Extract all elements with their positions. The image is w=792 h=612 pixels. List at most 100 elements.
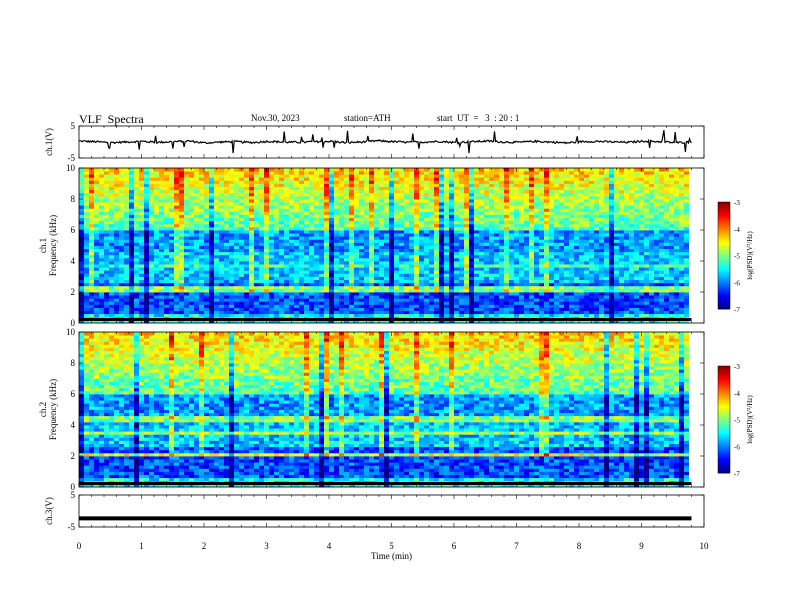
spectrogram-cell <box>249 199 254 203</box>
spectrogram-cell <box>284 205 289 209</box>
spectrogram-cell <box>189 180 194 184</box>
spectrogram-cell <box>539 195 544 200</box>
spectrogram-cell <box>574 248 579 253</box>
spectrogram-cell <box>99 270 104 274</box>
spectrogram-cell <box>79 282 84 287</box>
spectrogram-cell <box>254 214 259 218</box>
spectrogram-cell <box>129 236 134 240</box>
spectrogram-cell <box>234 183 239 187</box>
spectrogram-cell <box>334 313 339 318</box>
spectrogram-cell <box>534 248 539 253</box>
spectrogram-cell <box>554 205 559 209</box>
spectrogram-cell <box>404 183 409 187</box>
spectrogram-cell <box>489 180 494 184</box>
spectrogram-cell <box>369 319 374 324</box>
spectrogram-cell <box>364 267 369 271</box>
spectrogram-cell <box>259 251 264 256</box>
spectrogram-cell <box>474 319 479 324</box>
spectrogram-cell <box>494 168 499 172</box>
spectrogram-cell <box>364 276 369 280</box>
spectrogram-cell <box>119 205 124 209</box>
spectrogram-cell <box>199 279 204 284</box>
spectrogram-cell <box>174 270 179 274</box>
spectrogram-cell <box>84 261 89 265</box>
spectrogram-cell <box>539 279 544 284</box>
spectrogram-cell <box>214 261 219 265</box>
spectrogram-cell <box>104 276 109 280</box>
spectrogram-cell <box>484 220 489 225</box>
spectrogram-cell <box>574 273 579 277</box>
spectrogram-cell <box>184 233 189 237</box>
spectrogram-cell <box>459 211 464 215</box>
spectrogram-cell <box>434 199 439 203</box>
spectrogram-cell <box>299 242 304 246</box>
spectrogram-cell <box>304 245 309 249</box>
spectrogram-cell <box>524 174 529 178</box>
spectrogram-cell <box>499 276 504 280</box>
spectrogram-cell <box>319 251 324 256</box>
spectrogram-cell <box>394 298 399 302</box>
spectrogram-cell <box>124 295 129 299</box>
spectrogram-cell <box>429 248 434 253</box>
spectrogram-cell <box>239 180 244 184</box>
spectrogram-cell <box>404 202 409 206</box>
spectrogram-cell <box>469 177 474 181</box>
spectrogram-cell <box>539 261 544 265</box>
spectrogram-cell <box>504 251 509 256</box>
spectrogram-cell <box>534 310 539 315</box>
spectrogram-cell <box>174 304 179 308</box>
spectrogram-cell <box>464 195 469 200</box>
spectrogram-cell <box>484 195 489 200</box>
spectrogram-cell <box>204 195 209 200</box>
spectrogram-cell <box>564 301 569 305</box>
spectrogram-cell <box>129 310 134 315</box>
spectrogram-cell <box>564 239 569 243</box>
spectrogram-cell <box>134 236 139 240</box>
spectrogram-cell <box>434 279 439 284</box>
spectrogram-cell <box>324 285 329 290</box>
spectrogram-cell <box>119 273 124 277</box>
spectrogram-cell <box>429 264 434 268</box>
spectrogram-cell <box>139 220 144 225</box>
spectrogram-cell <box>419 288 424 293</box>
spectrogram-cell <box>149 276 154 280</box>
spectrogram-cell <box>159 217 164 222</box>
spectrogram-cell <box>459 310 464 315</box>
spectrogram-cell <box>344 267 349 271</box>
spectrogram-cell <box>179 214 184 218</box>
spectrogram-cell <box>124 282 129 287</box>
spectrogram-cell <box>199 236 204 240</box>
spectrogram-cell <box>364 282 369 287</box>
spectrogram-cell <box>464 186 469 191</box>
spectrogram-cell <box>349 319 354 324</box>
spectrogram-cell <box>184 226 189 231</box>
spectrogram-cell <box>424 310 429 315</box>
spectrogram-cell <box>409 251 414 256</box>
spectrogram-cell <box>439 186 444 191</box>
spectrogram-cell <box>449 233 454 237</box>
spectrogram-cell <box>184 248 189 253</box>
spectrogram-cell <box>84 298 89 302</box>
spectrogram-cell <box>164 301 169 305</box>
spectrogram-cell <box>509 226 514 231</box>
spectrogram-cell <box>169 202 174 206</box>
spectrogram-cell <box>409 245 414 249</box>
spectrogram-cell <box>159 174 164 178</box>
spectrogram-cell <box>519 267 524 271</box>
spectrogram-cell <box>144 220 149 225</box>
spectrogram-cell <box>84 264 89 268</box>
spectrogram-cell <box>479 205 484 209</box>
spectrogram-cell <box>479 251 484 256</box>
spectrogram-cell <box>234 267 239 271</box>
spectrogram-cell <box>539 205 544 209</box>
spectrogram-cell <box>264 245 269 249</box>
spectrogram-cell <box>319 276 324 280</box>
spectrogram-cell <box>364 236 369 240</box>
spectrogram-cell <box>529 285 534 290</box>
spectrogram-cell <box>439 195 444 200</box>
spectrogram-cell <box>309 254 314 259</box>
spectrogram-cell <box>164 282 169 287</box>
spectrogram-cell <box>359 304 364 308</box>
spectrogram-cell <box>114 313 119 318</box>
spectrogram-cell <box>524 214 529 218</box>
